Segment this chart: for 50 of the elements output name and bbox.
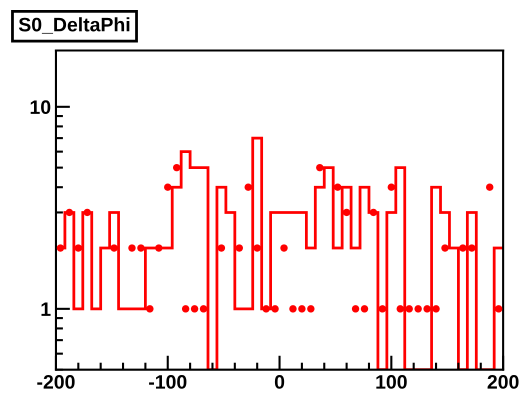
point — [494, 305, 502, 313]
point — [56, 244, 64, 252]
point — [378, 305, 386, 313]
point — [486, 184, 494, 191]
chart-title: S0_DeltaPhi — [18, 17, 130, 34]
point — [316, 164, 324, 172]
point — [155, 244, 162, 252]
x-tick-label: -100 — [149, 375, 186, 389]
point — [280, 244, 288, 252]
x-tick-label: -200 — [37, 375, 75, 389]
point — [110, 244, 118, 252]
point — [74, 244, 82, 252]
point — [441, 244, 449, 252]
point — [164, 184, 172, 191]
point — [182, 305, 190, 313]
point — [146, 305, 154, 313]
point — [360, 305, 368, 313]
x-tick-label: 0 — [274, 375, 284, 389]
point — [307, 305, 315, 313]
point — [254, 244, 261, 252]
point — [173, 164, 180, 172]
point — [342, 208, 350, 216]
point — [352, 305, 360, 313]
point — [262, 305, 270, 313]
point — [414, 305, 422, 313]
point — [128, 244, 136, 252]
point — [432, 305, 440, 313]
x-tick-label: 100 — [376, 375, 407, 389]
y-tick-label: 10 — [30, 100, 50, 114]
point — [137, 244, 145, 252]
x-tick-label: 200 — [488, 375, 519, 389]
point — [334, 184, 342, 191]
point — [271, 305, 279, 313]
point — [84, 208, 91, 216]
point — [396, 305, 404, 313]
y-tick-label: 1 — [42, 302, 51, 316]
point — [298, 305, 306, 313]
point — [468, 244, 476, 252]
point — [190, 305, 198, 313]
point — [289, 305, 297, 313]
point — [459, 244, 467, 252]
point — [218, 244, 226, 252]
point — [388, 184, 396, 191]
point — [370, 208, 378, 216]
point — [236, 244, 243, 252]
point — [66, 208, 74, 216]
point — [406, 305, 413, 313]
point — [200, 305, 208, 313]
point — [244, 184, 252, 191]
point — [423, 305, 431, 313]
